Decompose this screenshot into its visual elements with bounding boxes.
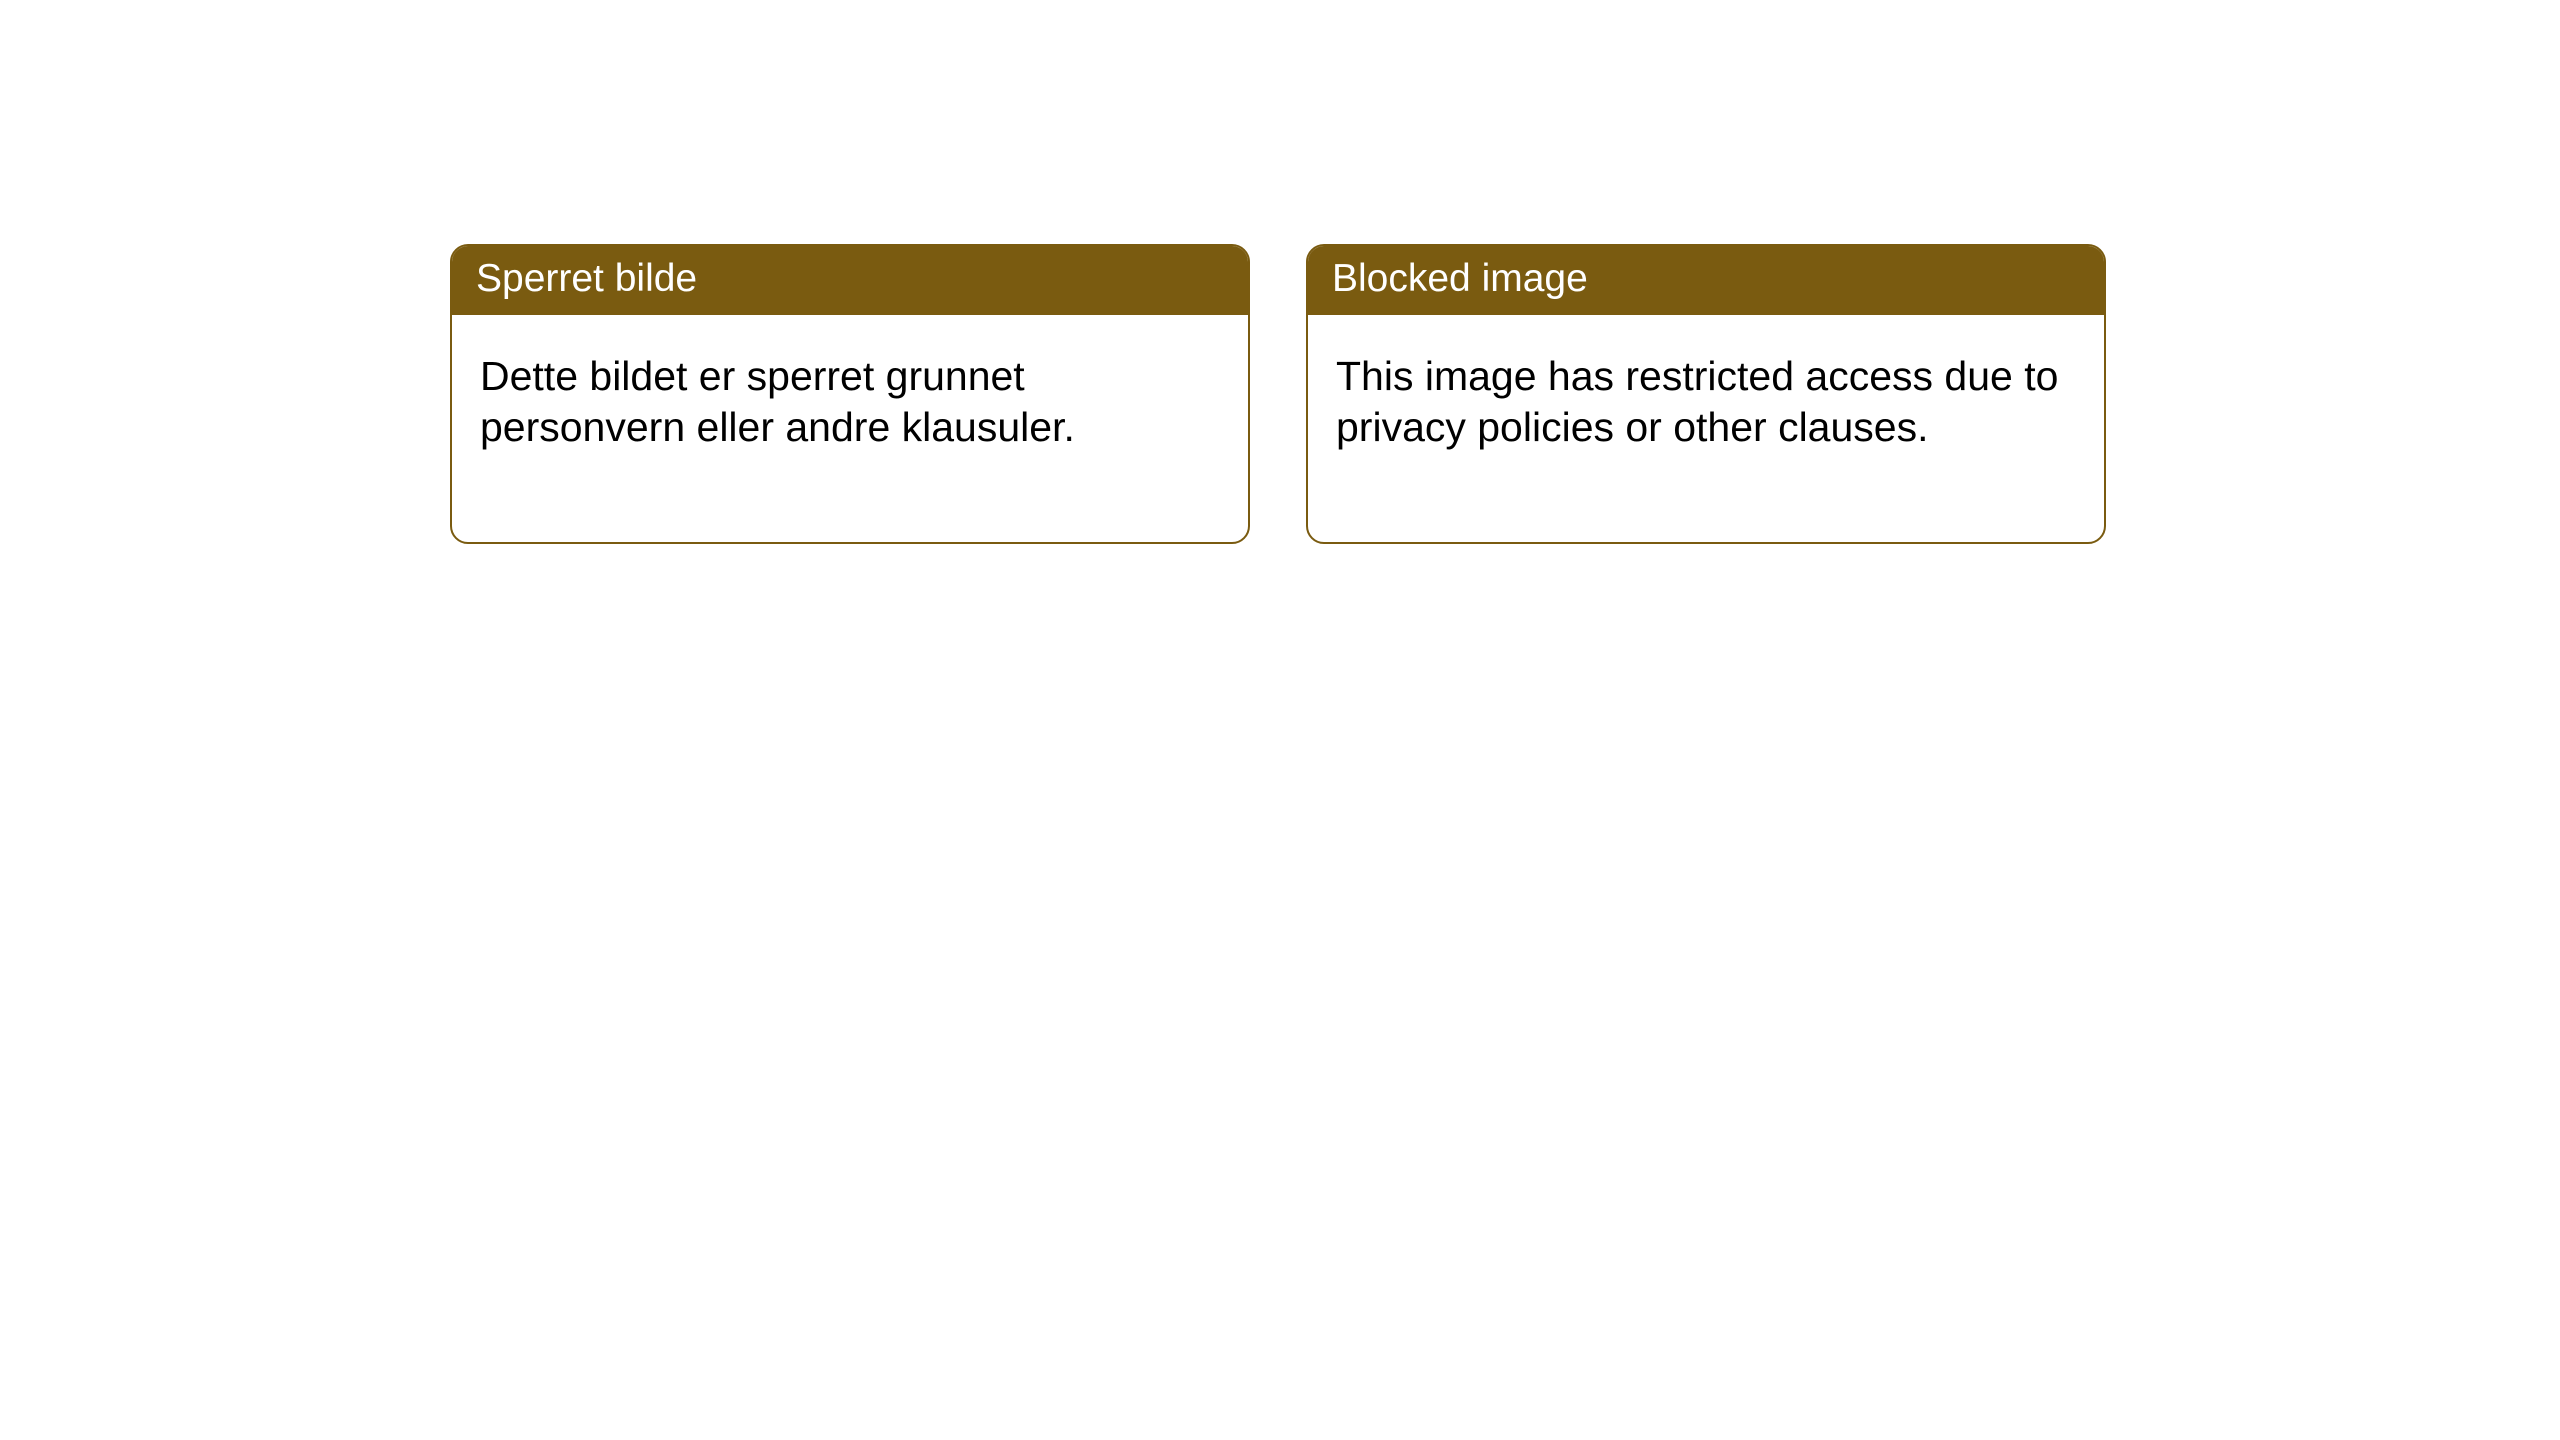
notice-title-no: Sperret bilde (452, 246, 1248, 315)
notice-title-en: Blocked image (1308, 246, 2104, 315)
blocked-image-notice-en: Blocked image This image has restricted … (1306, 244, 2106, 544)
notice-body-no: Dette bildet er sperret grunnet personve… (452, 315, 1248, 542)
notice-body-en: This image has restricted access due to … (1308, 315, 2104, 542)
notice-container: Sperret bilde Dette bildet er sperret gr… (0, 0, 2560, 544)
blocked-image-notice-no: Sperret bilde Dette bildet er sperret gr… (450, 244, 1250, 544)
